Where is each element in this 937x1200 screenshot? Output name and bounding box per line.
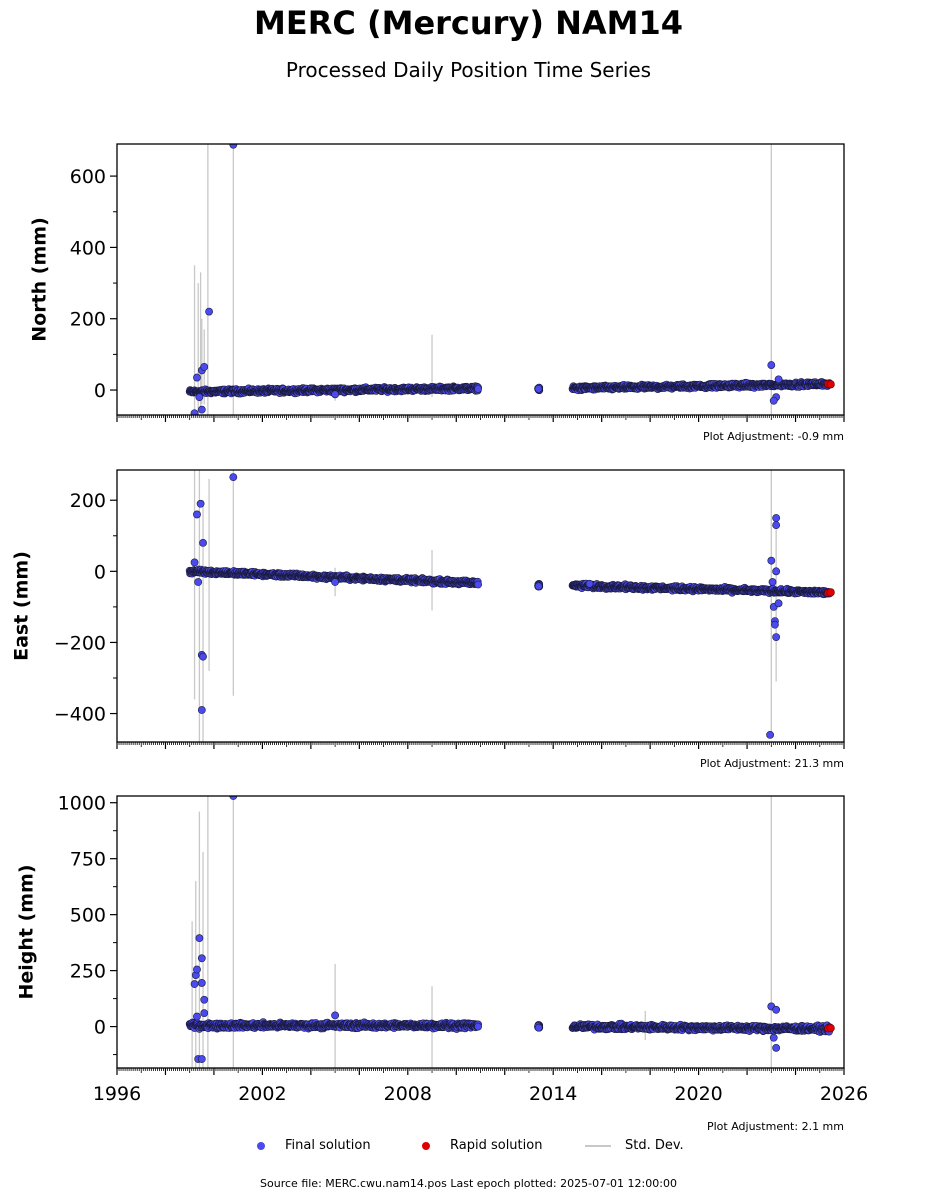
final-solution-point [199,652,207,661]
rapid-solution-point [826,588,835,597]
final-solution-point [331,1011,339,1020]
final-solution-point [534,582,543,591]
final-solution-point [772,521,781,530]
rapid-solution-point [826,1024,835,1033]
final-solution-point [193,965,201,974]
y-tick-label: 750 [70,849,106,871]
final-solution-point [768,578,777,586]
final-solution-point [193,373,201,382]
final-solution-point [203,1071,210,1078]
final-solution-point [194,578,203,586]
panel-1: 0 200 400 600 North (mm) Plot Adjustment: -0.… [29,143,845,443]
final-solution-point [767,361,776,369]
final-solution-point [195,934,204,943]
final-solution-point [474,385,482,393]
plot-adjustment-label: Plot Adjustment: -0.9 mm [703,430,844,443]
y-tick-label: 200 [70,309,106,331]
final-solution-point [205,307,213,316]
final-solution-point [331,390,339,399]
chart-subtitle: Processed Daily Position Time Series [285,58,652,82]
final-solution-point [229,144,238,149]
y-tick-label: 600 [70,166,106,188]
y-tick-label: −400 [54,704,106,726]
plot-adjustment-label: Plot Adjustment: 21.3 mm [700,757,844,770]
final-solution-point [474,580,482,589]
final-solution-point [200,362,209,371]
rapid-solution-point [826,380,835,389]
final-solution-point [766,730,774,739]
final-solution-point [772,514,781,522]
final-solution-point [199,538,207,547]
final-solution-point [190,558,199,567]
y-tick-label: −200 [54,632,106,654]
final-solution-point [196,499,205,508]
plot-frame [116,143,845,416]
final-solution-point [195,393,204,402]
final-solution-point [534,384,543,393]
final-solution-point [769,1033,778,1042]
final-solution-point [200,995,209,1004]
final-solution-point [190,409,199,415]
plot-frame [116,469,845,743]
final-solution-point [772,633,781,642]
y-tick-label: 200 [70,490,106,512]
final-solution-point [197,979,206,987]
final-solution-point [193,1012,201,1021]
y-axis-label: East (mm) [11,551,33,661]
y-tick-label: 0 [94,1017,106,1039]
plot-area [185,144,835,415]
final-solution-point [772,567,781,576]
y-tick-label: 0 [94,380,106,402]
final-solution-point [197,954,206,963]
final-solution-point [774,375,783,384]
y-tick-label: 250 [70,961,106,983]
final-solution-point [767,556,776,565]
plot-area [185,470,835,742]
y-axis-label: North (mm) [29,217,51,342]
y-tick-label: 0 [94,561,106,583]
final-solution-point [772,1005,781,1014]
final-solution-point [769,396,778,405]
final-solution-point [197,405,206,414]
final-solution-point [331,578,339,586]
final-solution-point [771,620,779,629]
chart-title: MERC (Mercury) NAM14 [254,4,683,42]
final-solution-point [200,1009,209,1018]
y-tick-label: 1000 [58,793,106,815]
final-solution-point [585,579,594,588]
final-solution-point [772,1043,781,1052]
y-tick-label: 500 [70,905,106,927]
final-solution-point [534,1023,543,1032]
final-solution-point [190,980,199,988]
y-tick-label: 400 [70,237,106,259]
final-solution-point [193,510,201,519]
panel-2: −400 −200 0 200 East (mm) Plot Adjustment: 21… [11,469,845,770]
final-solution-point [774,599,783,608]
final-solution-point [229,473,238,482]
final-solution-point [197,1055,206,1063]
final-solution-point [474,1022,482,1031]
plot-area [185,796,835,1078]
final-solution-point [197,706,206,714]
